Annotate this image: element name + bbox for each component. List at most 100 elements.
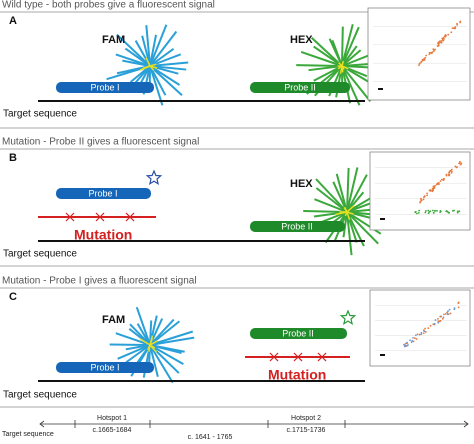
ray <box>346 211 353 256</box>
inset-dot <box>415 338 418 340</box>
scatter-inset <box>369 289 471 367</box>
inset-dot <box>429 189 432 191</box>
inset-dot <box>439 180 442 183</box>
inset-dot <box>445 209 448 212</box>
inset-dot <box>432 50 435 53</box>
target-label: Target sequence <box>2 431 54 438</box>
inset-frame <box>367 7 471 101</box>
inset-dot <box>419 200 422 203</box>
inset-dot <box>446 313 449 316</box>
ray <box>346 211 354 215</box>
ray <box>149 344 159 377</box>
inset-dot <box>429 210 432 213</box>
ray <box>300 50 343 67</box>
ray <box>313 65 343 82</box>
inset-dot <box>454 26 457 29</box>
inset-dot <box>447 310 449 313</box>
ray <box>149 65 164 106</box>
inset-dot <box>448 308 451 311</box>
inset-dot <box>437 321 440 324</box>
ray <box>147 344 151 351</box>
inset-dot <box>443 37 446 40</box>
inset-cluster <box>380 354 385 356</box>
inset-dot <box>442 39 445 42</box>
inset-dot <box>439 319 442 322</box>
panel-label: B <box>9 152 17 164</box>
inset-dot <box>447 33 450 36</box>
ray <box>149 65 187 71</box>
sequence-range: c. 1641 - 1765 <box>188 434 233 441</box>
ray <box>142 65 151 70</box>
inset-dot <box>436 209 438 212</box>
dye-label: FAM <box>102 34 125 46</box>
ray <box>149 24 168 67</box>
ray <box>129 323 151 346</box>
inset-dot <box>445 174 448 177</box>
inset-dot <box>424 327 427 330</box>
inset-dot <box>433 48 436 51</box>
inset-dot <box>424 211 427 214</box>
ray <box>331 39 343 67</box>
ray <box>145 57 151 67</box>
inset-dot <box>429 324 432 327</box>
inset-dot <box>407 344 409 346</box>
ray <box>315 178 348 213</box>
ray <box>346 204 355 213</box>
ray <box>296 64 343 67</box>
inset-dot <box>453 209 455 212</box>
hotspot-range: c.1665-1684 <box>93 427 132 434</box>
panel-label: C <box>9 291 17 303</box>
inset-cluster <box>378 88 383 90</box>
mutation-label: Mutation <box>268 367 326 383</box>
ray <box>149 336 195 346</box>
inset-dot <box>432 323 435 326</box>
inset-dot <box>434 319 437 321</box>
inset-dot <box>446 311 449 314</box>
panel-header: Mutation - Probe II gives a fluorescent … <box>2 137 199 148</box>
ray <box>341 49 362 67</box>
probe-bar <box>56 362 154 373</box>
dye-label: HEX <box>290 178 313 190</box>
inset-dot <box>425 54 428 57</box>
inset-dot <box>436 183 439 186</box>
inset-dot <box>451 27 454 30</box>
inset-dot <box>427 212 430 215</box>
inset-cluster <box>380 218 385 220</box>
inset-dot <box>456 166 458 168</box>
inset-dot <box>431 189 434 192</box>
probe-bar <box>56 82 154 93</box>
inset-dot <box>403 343 405 346</box>
inset-dot <box>450 31 453 34</box>
ray <box>343 206 348 213</box>
probe-bar <box>56 188 151 199</box>
ray <box>346 174 368 213</box>
inset-dot <box>427 327 430 330</box>
inset-dot <box>444 35 447 38</box>
ray <box>346 167 350 213</box>
inset-dot <box>412 340 415 343</box>
ray <box>341 26 344 67</box>
ray <box>335 173 348 213</box>
inset-dot <box>409 339 411 342</box>
ray <box>341 65 372 103</box>
probe-label: Probe I <box>90 362 119 372</box>
inset-dot <box>433 210 436 212</box>
ray <box>116 33 151 67</box>
ray <box>149 320 181 346</box>
dye-label: HEX <box>290 34 313 46</box>
mutation-label: Mutation <box>74 227 132 243</box>
inset-dot <box>449 312 452 315</box>
inset-dot <box>457 306 460 309</box>
ray <box>346 167 359 213</box>
hotspot-label: Hotspot 2 <box>291 415 321 422</box>
inset-dot <box>424 56 427 59</box>
fluorescence-burst <box>106 24 189 106</box>
ray <box>115 53 151 67</box>
panel-header: Wild type - both probes give a fluoresce… <box>2 0 215 11</box>
probe-label: Probe II <box>284 82 316 92</box>
probe-label: Probe II <box>282 328 314 338</box>
inset-dot <box>423 195 426 198</box>
hotspot-range: c.1715-1736 <box>287 427 326 434</box>
ray <box>149 65 183 96</box>
